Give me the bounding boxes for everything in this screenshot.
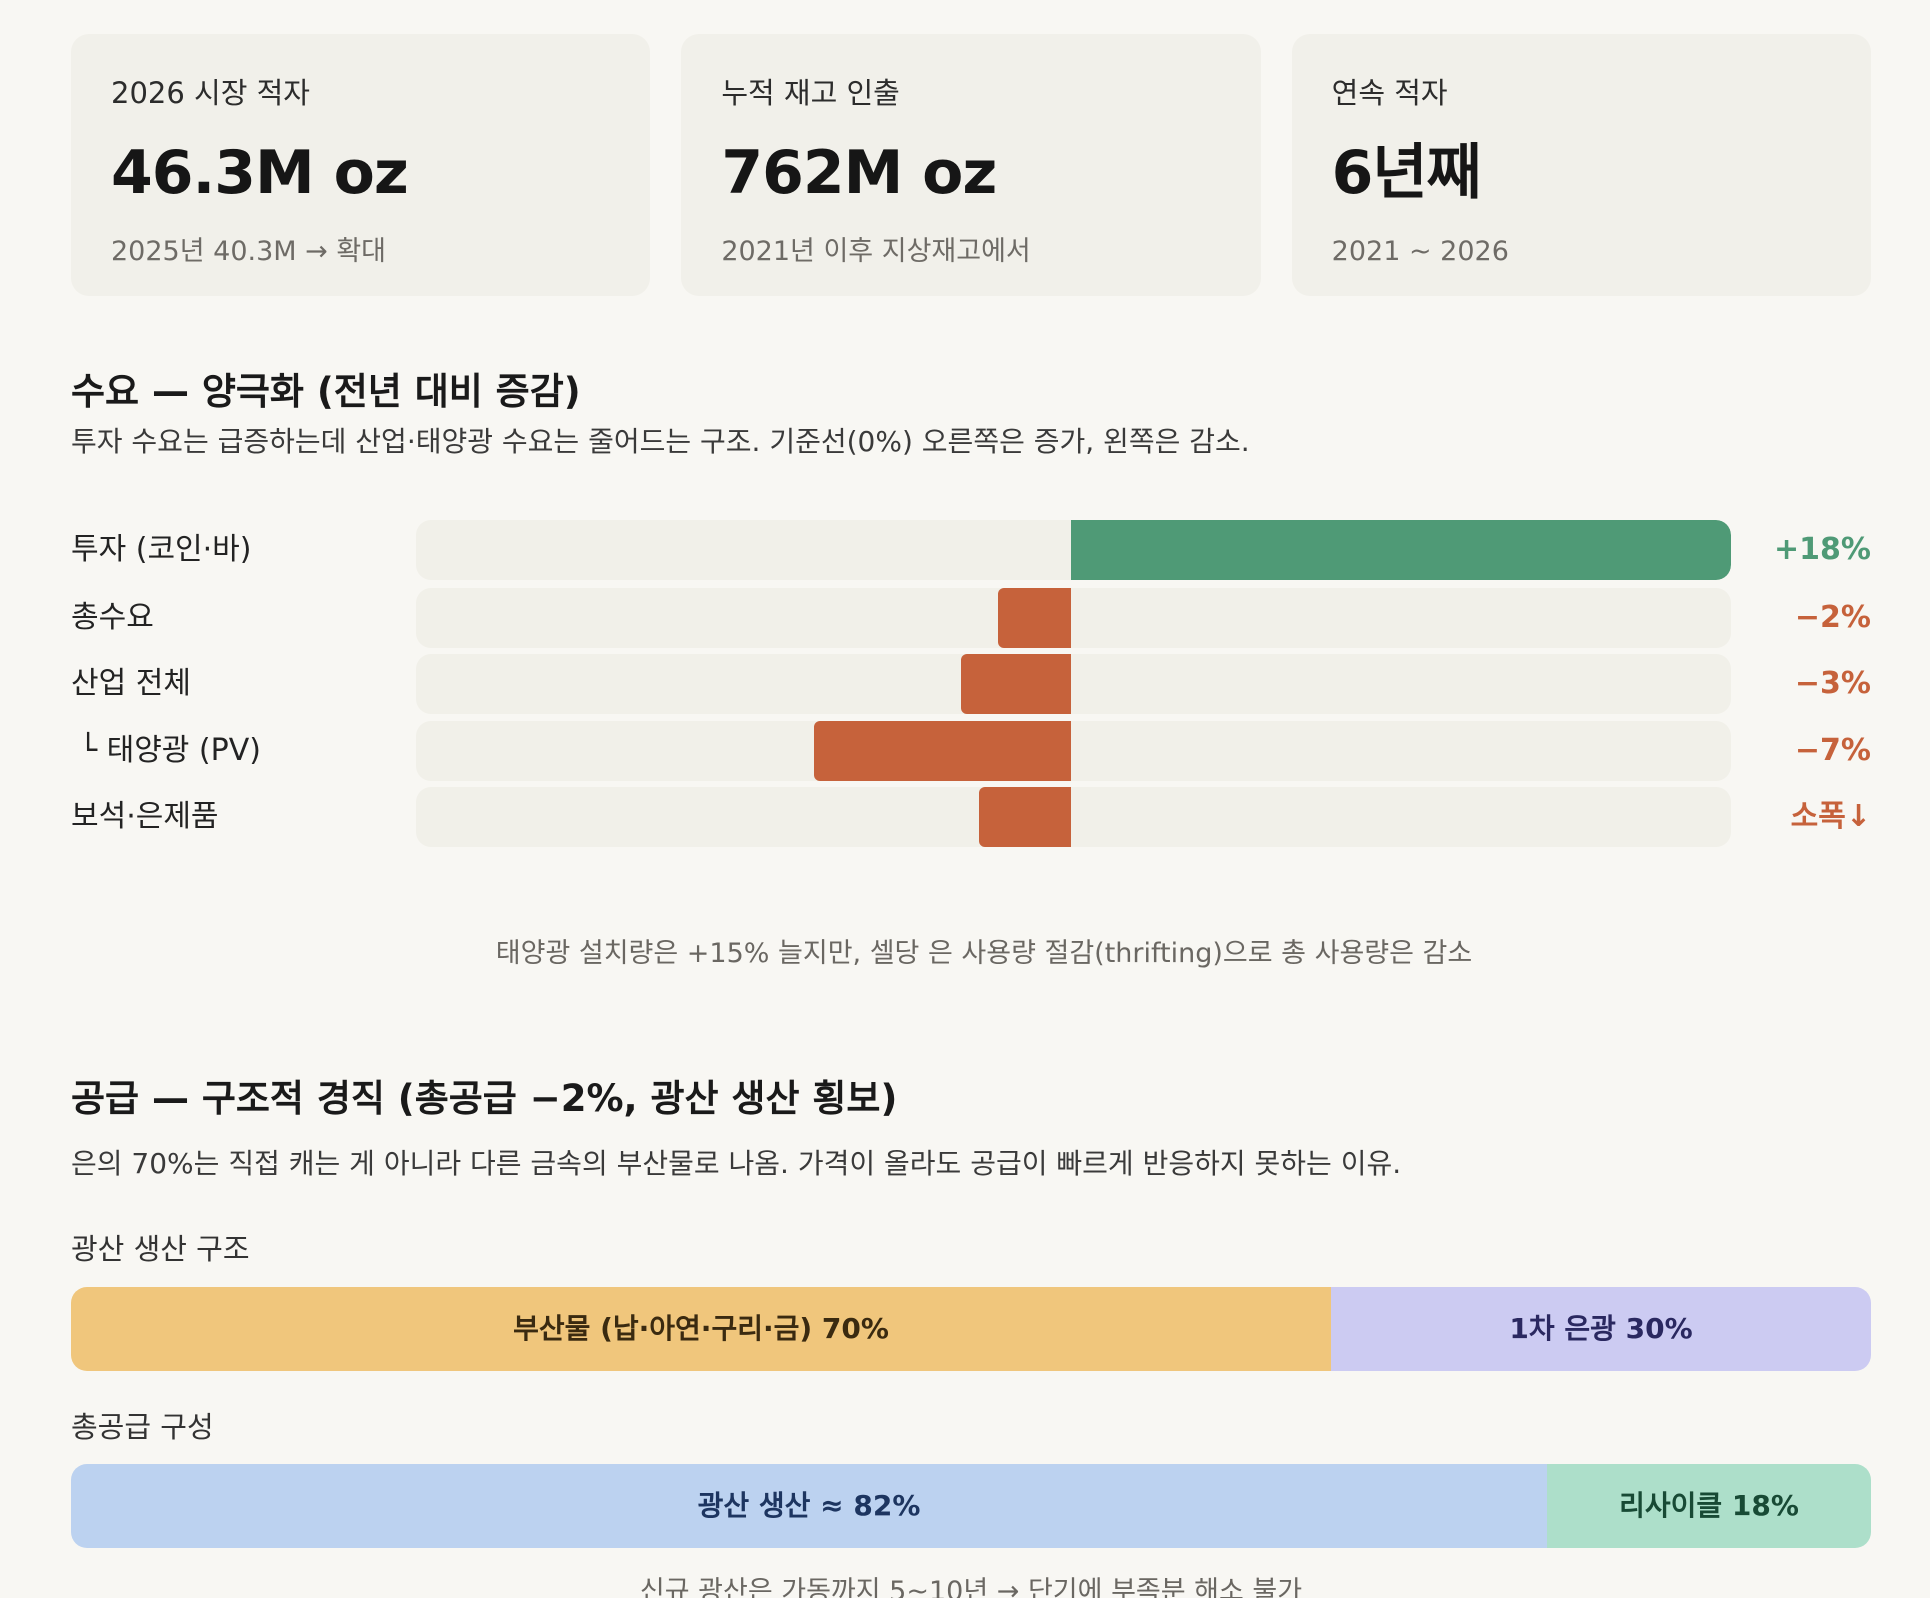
value-label: +18%: [1774, 532, 1871, 567]
category-label: 보석·은제품: [71, 799, 219, 834]
bar-track: [416, 787, 1731, 847]
demand-row: 투자 (코인·바) +18%: [71, 520, 1871, 580]
card-sub: 2021 ~ 2026: [1331, 236, 1509, 267]
bar: [997, 588, 1071, 648]
card-label: 2026 시장 적자: [111, 76, 310, 110]
demand-row: 총수요 −2%: [71, 588, 1871, 648]
value-label: −7%: [1794, 733, 1871, 768]
supply-section-title: 공급 — 구조적 경직 (총공급 −2%, 광산 생산 횡보): [71, 1077, 898, 1120]
demand-note: 태양광 설치량은 +15% 늘지만, 셀당 은 사용량 절감(thrifting…: [71, 934, 1871, 974]
card-sub: 2021년 이후 지상재고에서: [721, 236, 1031, 267]
bar: [1071, 520, 1731, 580]
demand-row: 산업 전체 −3%: [71, 654, 1871, 714]
bar: [814, 721, 1071, 781]
card-label: 연속 적자: [1331, 76, 1448, 110]
demand-section-description: 투자 수요는 급증하는데 산업·태양광 수요는 줄어드는 구조. 기준선(0%)…: [71, 425, 1250, 458]
bar-track: [416, 654, 1731, 714]
stack-segment: 리사이클 18%: [1547, 1464, 1871, 1548]
total-supply-stacked-bar: 광산 생산 ≈ 82% 리사이클 18%: [71, 1464, 1871, 1548]
stat-cards: 2026 시장 적자 46.3M oz 2025년 40.3M → 확대 누적 …: [71, 34, 1871, 296]
stack-segment: 광산 생산 ≈ 82%: [71, 1464, 1547, 1548]
demand-row: └ 태양광 (PV) −7%: [71, 721, 1871, 781]
supply-section-description: 은의 70%는 직접 캐는 게 아니라 다른 금속의 부산물로 나옴. 가격이 …: [71, 1147, 1402, 1180]
card-value: 46.3M oz: [111, 138, 409, 208]
mine-structure-stacked-bar: 부산물 (납·아연·구리·금) 70% 1차 은광 30%: [71, 1287, 1871, 1371]
card-sub: 2025년 40.3M → 확대: [111, 236, 387, 267]
bar: [961, 654, 1071, 714]
total-supply-label: 총공급 구성: [71, 1410, 214, 1444]
bar-track: [416, 588, 1731, 648]
stat-card-inventory: 누적 재고 인출 762M oz 2021년 이후 지상재고에서: [681, 34, 1261, 296]
value-label: −3%: [1794, 666, 1871, 701]
stack-segment: 부산물 (납·아연·구리·금) 70%: [71, 1287, 1331, 1371]
demand-section-title: 수요 — 양극화 (전년 대비 증감): [71, 370, 581, 413]
supply-note: 신규 광산은 가동까지 5~10년 → 단기에 부족분 해소 불가: [639, 1576, 1303, 1598]
mine-structure-label: 광산 생산 구조: [71, 1232, 250, 1266]
demand-diverging-bar-chart: 투자 (코인·바) +18% 총수요 −2% 산업 전체 −3% └ 태양광 (PV) −7%…: [71, 520, 1871, 950]
bar-track: [416, 520, 1731, 580]
card-value: 6년째: [1331, 138, 1482, 208]
card-value: 762M oz: [721, 138, 997, 208]
stack-segment: 1차 은광 30%: [1331, 1287, 1871, 1371]
stat-card-deficit: 2026 시장 적자 46.3M oz 2025년 40.3M → 확대: [71, 34, 651, 296]
value-label: −2%: [1794, 600, 1871, 635]
category-label: 총수요: [71, 600, 154, 635]
demand-row: 보석·은제품 소폭↓: [71, 787, 1871, 847]
card-label: 누적 재고 인출: [721, 76, 900, 110]
bar-track: [416, 721, 1731, 781]
stat-card-streak: 연속 적자 6년째 2021 ~ 2026: [1291, 34, 1871, 296]
category-label: 산업 전체: [71, 666, 191, 701]
value-label: 소폭↓: [1790, 799, 1871, 834]
category-label: 투자 (코인·바): [71, 532, 252, 567]
category-label: └ 태양광 (PV): [79, 733, 261, 768]
bar: [979, 787, 1071, 847]
demand-note-text: 태양광 설치량은 +15% 늘지만, 셀당 은 사용량 절감(thrifting…: [495, 938, 1473, 969]
